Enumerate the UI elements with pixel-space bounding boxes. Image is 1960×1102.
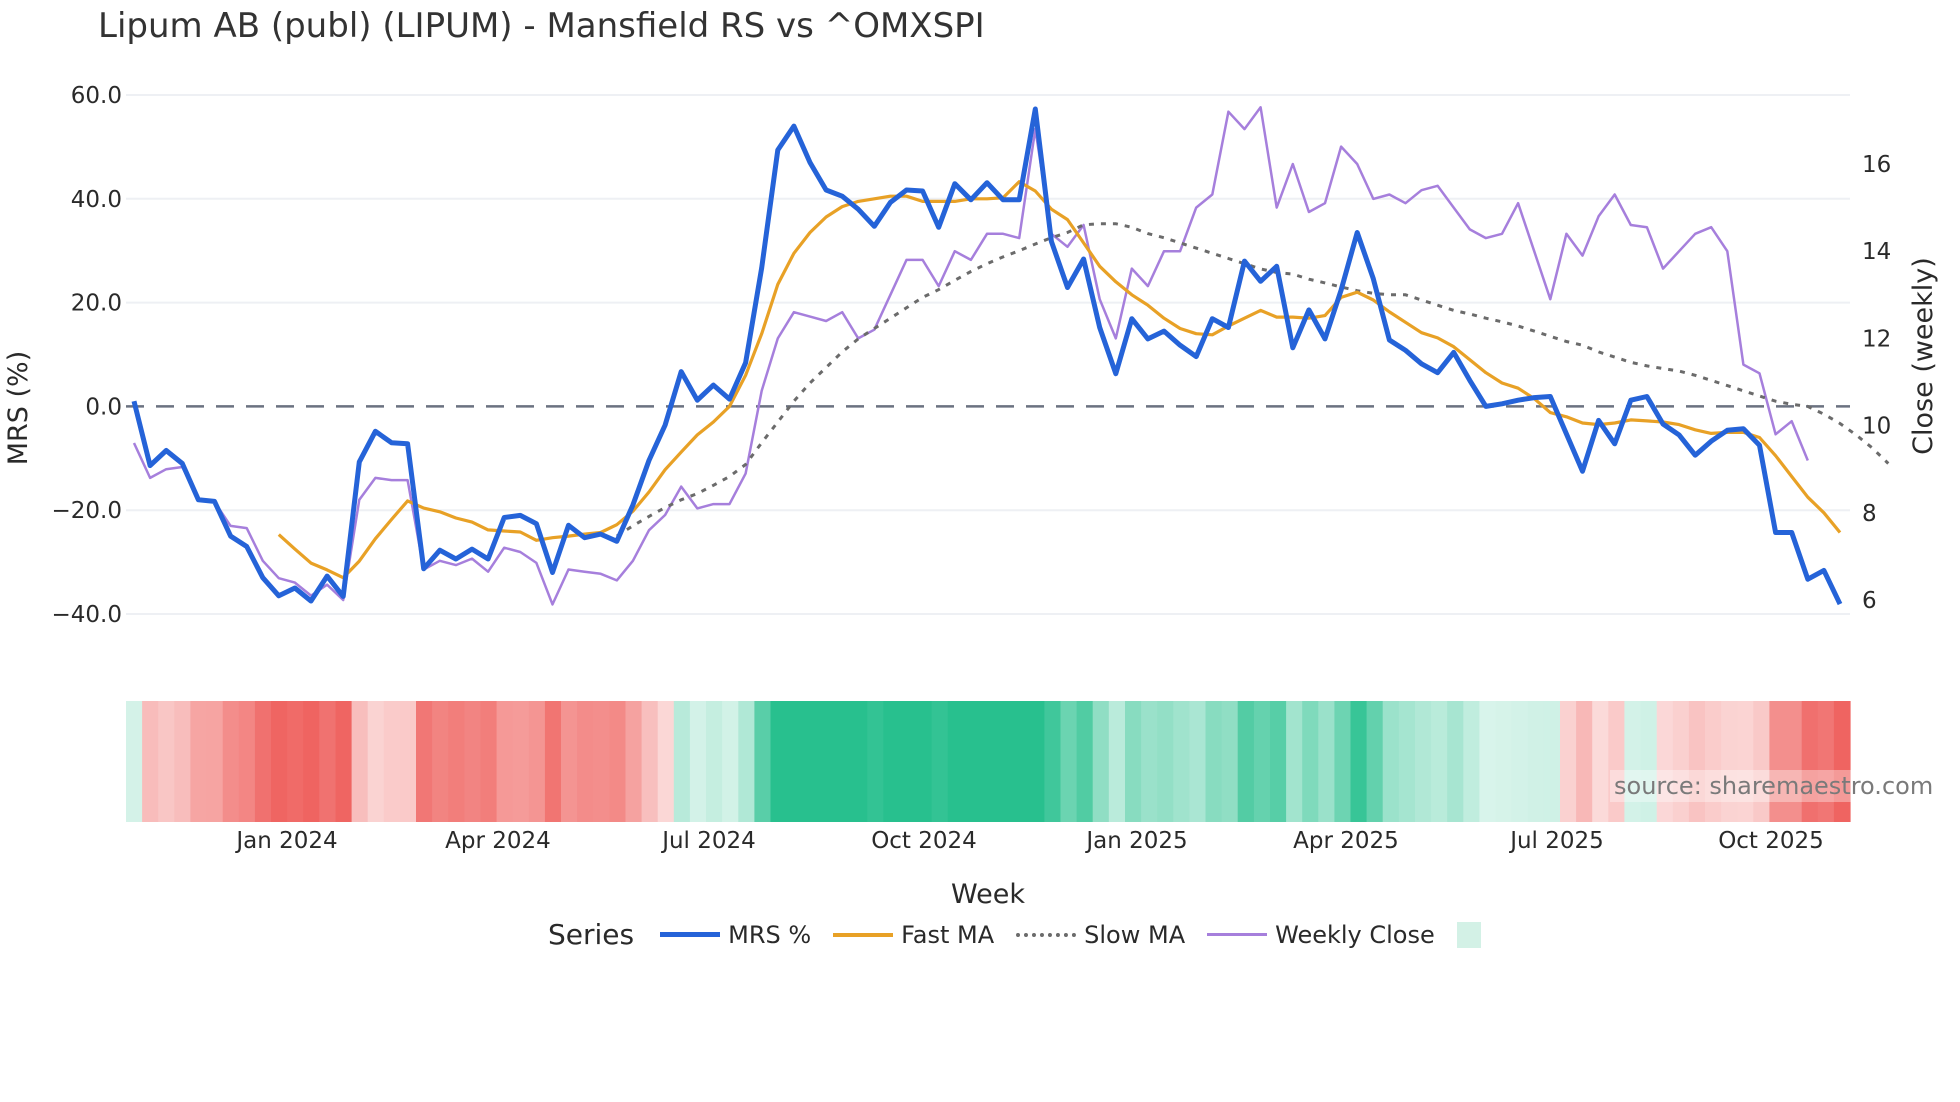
legend-label-weekly-close: Weekly Close [1275, 920, 1435, 949]
left-tick-label: −20.0 [52, 498, 122, 524]
x-tick-label: Jul 2024 [660, 828, 756, 854]
left-tick-label: 60.0 [71, 83, 122, 109]
legend-title: Series [548, 918, 635, 951]
right-axis-ticks: 16 14 12 10 8 6 [1862, 152, 1891, 614]
legend-label-slow-ma: Slow MA [1084, 920, 1186, 949]
weekly-close-line-swatch-icon [1207, 933, 1268, 936]
legend-item-mrs[interactable]: MRS % [660, 921, 811, 949]
slow-ma-line-swatch-icon [1016, 932, 1077, 937]
legend: Series MRS % Fast MA Slow MA Weekly Clos… [548, 918, 1503, 951]
x-tick-label: Oct 2024 [871, 828, 977, 854]
fast-ma-line-swatch-icon [833, 932, 894, 937]
x-axis-title: Week [951, 879, 1025, 910]
mrs-line [131, 106, 1843, 606]
x-tick-label: Apr 2024 [445, 828, 551, 854]
left-tick-label: 0.0 [85, 394, 122, 420]
right-tick-label: 10 [1862, 414, 1891, 440]
legend-item-fast-ma[interactable]: Fast MA [833, 921, 994, 949]
left-tick-label: 20.0 [71, 291, 122, 317]
heatmap-swatch-icon [1456, 921, 1481, 948]
x-tick-label: Oct 2025 [1718, 828, 1824, 854]
right-axis-title: Close (weekly) [1908, 257, 1939, 455]
source-watermark: source: sharemaestro.com [1610, 770, 1938, 802]
legend-label-fast-ma: Fast MA [901, 920, 995, 949]
legend-label-mrs: MRS % [728, 920, 812, 949]
gridlines [126, 94, 1850, 615]
right-tick-label: 8 [1862, 501, 1877, 527]
x-tick-label: Jul 2025 [1508, 828, 1604, 854]
right-tick-label: 14 [1862, 239, 1891, 265]
right-tick-label: 16 [1862, 152, 1891, 178]
rs-heatmap-strip [126, 701, 1851, 822]
x-axis-ticks: Jan 2024 Apr 2024 Jul 2024 Oct 2024 Jan 2025… [234, 828, 1823, 854]
x-tick-label: Apr 2025 [1293, 828, 1399, 854]
right-tick-label: 12 [1862, 326, 1891, 352]
legend-item-weekly-close[interactable]: Weekly Close [1207, 921, 1435, 949]
left-tick-label: −40.0 [52, 602, 122, 628]
mrs-line-swatch-icon [660, 932, 721, 937]
left-axis-title: MRS (%) [3, 351, 34, 466]
chart-title: Lipum AB (publ) (LIPUM) - Mansfield RS v… [98, 6, 985, 46]
weekly-close-line [132, 106, 1809, 606]
legend-item-slow-ma[interactable]: Slow MA [1016, 921, 1185, 949]
left-axis-ticks: 60.0 40.0 20.0 0.0 −20.0 −40.0 [52, 83, 122, 628]
x-tick-label: Jan 2024 [234, 828, 337, 854]
left-tick-label: 40.0 [71, 187, 122, 213]
slow-ma-line [615, 222, 1890, 538]
series-lines [131, 106, 1890, 606]
right-tick-label: 6 [1862, 588, 1877, 614]
fast-ma-line [277, 180, 1842, 580]
x-tick-label: Jan 2025 [1084, 828, 1187, 854]
legend-item-heatmap[interactable] [1456, 921, 1481, 948]
